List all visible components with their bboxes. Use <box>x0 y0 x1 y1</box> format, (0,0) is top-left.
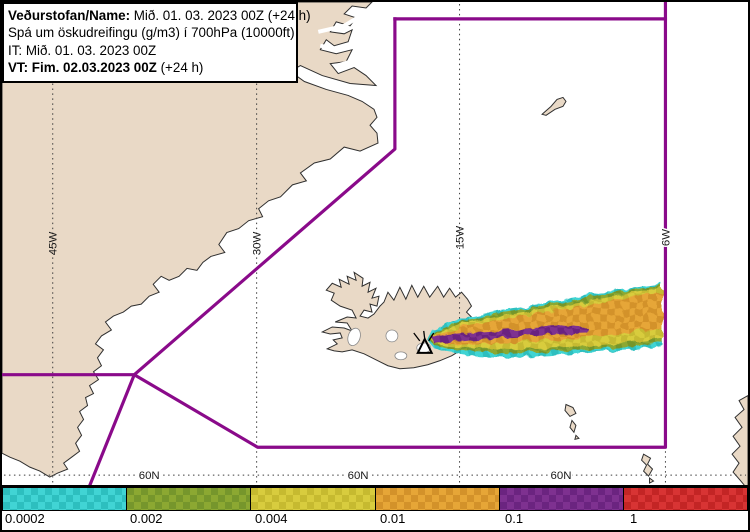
header-line-name: Veðurstofan/Name: Mið. 01. 03. 2023 00Z … <box>8 7 311 24</box>
legend-swatch-0.002 <box>127 487 252 511</box>
parallel-label-60n: 60N <box>139 470 160 482</box>
legend-swatch-0.1 <box>499 487 624 511</box>
legend-swatch-1 <box>623 487 748 511</box>
volcano-marker <box>413 330 435 354</box>
header-name-value: Mið. 01. 03. 2023 00Z (+24 h) <box>130 8 311 23</box>
header-vt-value: (+24 h) <box>156 60 204 76</box>
faroe-islands <box>569 419 577 434</box>
meridian-label-15w: 15W <box>455 226 467 250</box>
boundary-right-bottom <box>2 2 668 449</box>
faroe-islands <box>564 403 577 418</box>
greenland-fjord-channel <box>335 57 357 68</box>
greenland-fjord-channel <box>317 8 372 34</box>
boundary-left-diagonal <box>87 17 397 487</box>
greenland-landmass <box>2 2 379 478</box>
legend-value-label: 0.0002 <box>5 511 45 526</box>
legend-swatch-0.0002 <box>2 487 128 511</box>
header-line-vt: VT: Fim. 02.03.2023 00Z (+24 h) <box>8 59 291 76</box>
header-vt-label: VT: Fim. 02.03.2023 00Z <box>8 60 157 76</box>
graticule-labels: 45W 30W 15W 6W 60N 60N 60N <box>48 226 674 484</box>
meridian-label-6w: 6W <box>660 229 672 246</box>
legend-swatch-0.01 <box>375 487 500 511</box>
legend-value-label: 0.1 <box>505 511 524 526</box>
shetland-islands <box>649 477 655 484</box>
parallel-label-60n: 60N <box>348 470 369 482</box>
concentration-legend: 0.0002 0.002 0.004 0.01 0.1 1 <box>2 485 748 530</box>
forecast-header-box: Veðurstofan/Name: Mið. 01. 03. 2023 00Z … <box>2 2 311 83</box>
header-name-label: Veðurstofan/Name: <box>8 8 131 23</box>
shetland-islands <box>641 453 654 477</box>
area-boundary <box>2 2 668 487</box>
faroe-islands <box>574 434 580 440</box>
ash-plume <box>427 283 663 358</box>
meridian-label-45w: 45W <box>48 232 60 256</box>
legend-label-row: 0.0002 0.002 0.004 0.01 0.1 1 <box>2 511 748 528</box>
eruption-triangle-icon <box>416 336 434 354</box>
greenland-fjord-channel <box>319 34 366 52</box>
ash-plume-purple-0.1 <box>432 325 587 344</box>
legend-value-label: 0.004 <box>255 511 288 526</box>
header-line-it: IT: Mið. 01. 03. 2023 00Z <box>8 42 157 58</box>
legend-value-label: 0.002 <box>130 511 163 526</box>
legend-value-label: 0.01 <box>380 511 406 526</box>
meridian-label-30w: 30W <box>252 232 264 256</box>
eruption-rays-icon <box>413 330 435 342</box>
legend-value-label: 1 <box>630 511 638 526</box>
legend-swatch-row <box>2 487 748 511</box>
map-canvas: 45W 30W 15W 6W 60N 60N 60N <box>2 2 748 487</box>
legend-swatch-0.004 <box>251 487 376 511</box>
parallel-label-60n: 60N <box>551 470 572 482</box>
jan-mayen-island <box>541 96 567 116</box>
header-line-product: Spá um öskudreifingu (g/m3) í 700hPa (10… <box>8 25 295 41</box>
